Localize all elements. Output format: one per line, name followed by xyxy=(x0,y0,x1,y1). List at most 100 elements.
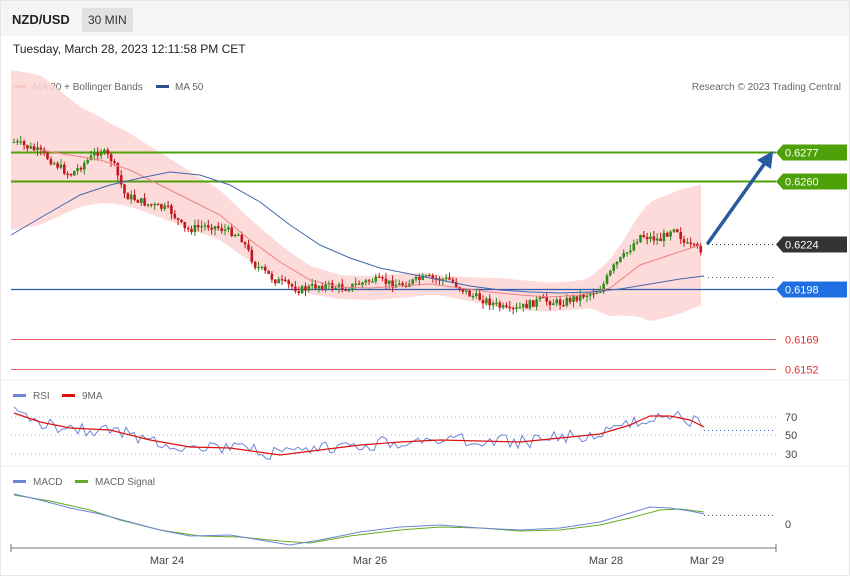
candle-body xyxy=(176,218,180,220)
candle-body xyxy=(83,163,86,170)
candle-body xyxy=(16,141,19,143)
candle-body xyxy=(418,277,421,280)
candle-body xyxy=(602,283,605,292)
candle-body xyxy=(481,300,485,304)
candle-body xyxy=(307,286,311,291)
candle-body xyxy=(227,227,230,230)
candle-body xyxy=(257,267,260,269)
price-legend: MA 20 + Bollinger Bands MA 50 Research ©… xyxy=(13,82,841,93)
price-levels xyxy=(11,151,776,370)
level-badge-0-6260 xyxy=(776,173,847,190)
rsi-ma-legend-swatch xyxy=(62,394,75,397)
rsi-ma-line xyxy=(13,412,705,456)
candle-body xyxy=(183,222,187,229)
candle-body xyxy=(414,277,418,280)
candle-body xyxy=(465,290,468,292)
macd-signal-line xyxy=(13,494,705,544)
candle-body xyxy=(327,283,331,285)
candle-body xyxy=(220,228,223,231)
candle-body xyxy=(96,152,99,156)
candle-body xyxy=(518,307,522,309)
candle-body xyxy=(290,284,294,287)
candle-body xyxy=(230,227,233,237)
macd-legend-label: MACD xyxy=(33,477,62,488)
candle-body xyxy=(639,235,642,243)
bollinger-fill xyxy=(11,70,701,321)
candle-body xyxy=(662,232,666,242)
ma50-legend-label: MA 50 xyxy=(175,82,204,93)
candle-body xyxy=(190,228,193,232)
candle-body xyxy=(200,226,203,228)
candle-body xyxy=(32,146,36,151)
x-tick-mar24: Mar 24 xyxy=(150,555,184,567)
candle-body xyxy=(237,234,240,236)
candle-body xyxy=(133,194,136,201)
arrow-head xyxy=(757,151,773,169)
candle-body xyxy=(46,152,49,160)
candle-body xyxy=(36,147,39,151)
ma50-line xyxy=(10,171,705,294)
candle-body xyxy=(63,164,66,174)
candle-body xyxy=(655,238,659,241)
top-bar: NZD/USD 30 MIN xyxy=(1,1,849,36)
candle-body xyxy=(629,250,632,253)
candle-body xyxy=(635,242,639,244)
candle-body xyxy=(478,293,481,300)
candle-body xyxy=(696,244,699,247)
candle-body xyxy=(280,279,284,281)
macd-legend-swatch xyxy=(13,480,26,483)
candle-body xyxy=(106,149,110,155)
candle-body xyxy=(384,278,388,284)
candle-body xyxy=(448,277,451,280)
timeframe-badge[interactable]: 30 MIN xyxy=(82,8,133,32)
candle-body xyxy=(113,161,116,163)
candle-body xyxy=(76,167,79,171)
candle-body xyxy=(66,173,69,175)
arrow-shaft xyxy=(706,161,767,245)
candle-body xyxy=(575,296,579,301)
candle-body xyxy=(431,275,435,278)
level-label-0-6260: 0.6260 xyxy=(785,177,819,189)
candle-body xyxy=(123,184,126,194)
candle-body xyxy=(22,141,26,146)
candle-body xyxy=(669,231,672,237)
candle-body xyxy=(391,280,394,288)
candle-body xyxy=(126,193,130,200)
candle-body xyxy=(367,280,371,282)
x-axis: Mar 24 Mar 26 Mar 28 Mar 29 xyxy=(10,544,777,567)
candle-body xyxy=(267,270,270,274)
candle-body xyxy=(552,303,555,306)
candle-body xyxy=(324,284,327,289)
candle-body xyxy=(294,286,297,292)
candle-body xyxy=(609,270,612,276)
candle-body xyxy=(116,162,120,176)
candle-body xyxy=(180,219,183,222)
candle-body xyxy=(672,229,676,232)
candle-body xyxy=(592,293,595,295)
candle-body xyxy=(666,232,669,237)
candle-body xyxy=(491,302,495,306)
candle-body xyxy=(649,236,652,240)
candle-body xyxy=(424,275,428,277)
candle-body xyxy=(284,279,287,281)
candle-body xyxy=(119,175,123,185)
candle-body xyxy=(682,239,686,243)
level-label-0-6277: 0.6277 xyxy=(785,148,819,160)
candle-body xyxy=(642,235,646,238)
candle-body xyxy=(451,279,455,283)
candle-body xyxy=(699,246,703,253)
candle-body xyxy=(652,236,656,241)
candle-body xyxy=(548,301,552,306)
candle-body xyxy=(454,282,458,287)
candle-body xyxy=(521,303,525,308)
candle-body xyxy=(210,227,213,230)
candle-body xyxy=(93,152,96,156)
candle-body xyxy=(52,163,56,165)
candle-body xyxy=(310,284,314,286)
rsi-legend: RSI 9MA xyxy=(13,391,103,402)
candle-body xyxy=(243,242,247,245)
candle-body xyxy=(56,163,59,168)
candle-body xyxy=(193,225,197,232)
macd-line xyxy=(13,493,705,546)
candle-body xyxy=(555,299,558,304)
